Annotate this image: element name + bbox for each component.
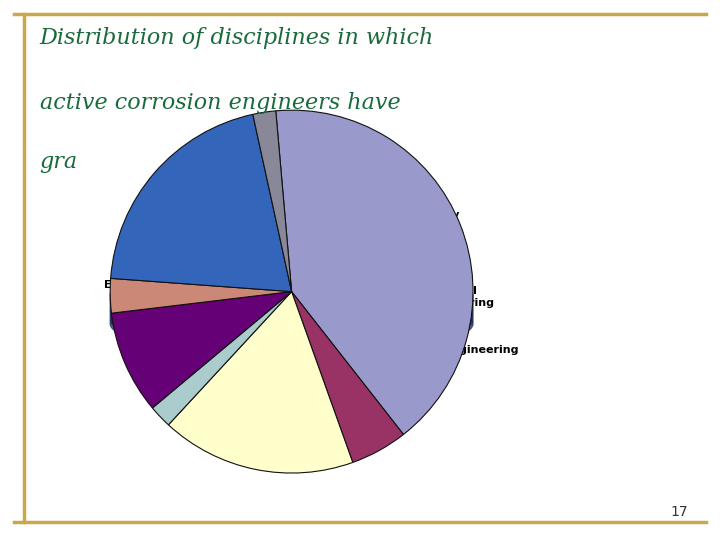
Ellipse shape <box>110 279 473 344</box>
Text: Civil Engineering: Civil Engineering <box>413 345 518 355</box>
Text: Chemistry: Chemistry <box>397 211 460 220</box>
Ellipse shape <box>110 267 473 332</box>
Wedge shape <box>168 292 353 473</box>
Ellipse shape <box>110 271 473 336</box>
Text: None: None <box>261 399 293 409</box>
Wedge shape <box>153 292 292 425</box>
Wedge shape <box>276 110 473 435</box>
Text: Distribution of disciplines in which: Distribution of disciplines in which <box>40 27 434 49</box>
Text: active corrosion engineers have: active corrosion engineers have <box>40 92 400 114</box>
Text: Business: Business <box>415 256 470 266</box>
Text: Electrical
Engineering: Electrical Engineering <box>418 286 494 308</box>
Text: Materials
Engineering: Materials Engineering <box>104 268 179 289</box>
Ellipse shape <box>110 291 473 356</box>
Ellipse shape <box>110 263 473 328</box>
Wedge shape <box>112 292 292 408</box>
Ellipse shape <box>110 287 473 352</box>
Text: Chemical
Engineering: Chemical Engineering <box>309 393 384 415</box>
Text: Physics: Physics <box>271 178 319 188</box>
Wedge shape <box>292 292 403 462</box>
Ellipse shape <box>110 275 473 340</box>
Wedge shape <box>110 278 292 313</box>
Text: gra: gra <box>40 151 78 173</box>
Wedge shape <box>253 111 292 292</box>
Text: 17: 17 <box>670 505 688 519</box>
Ellipse shape <box>110 283 473 348</box>
Wedge shape <box>111 114 292 292</box>
